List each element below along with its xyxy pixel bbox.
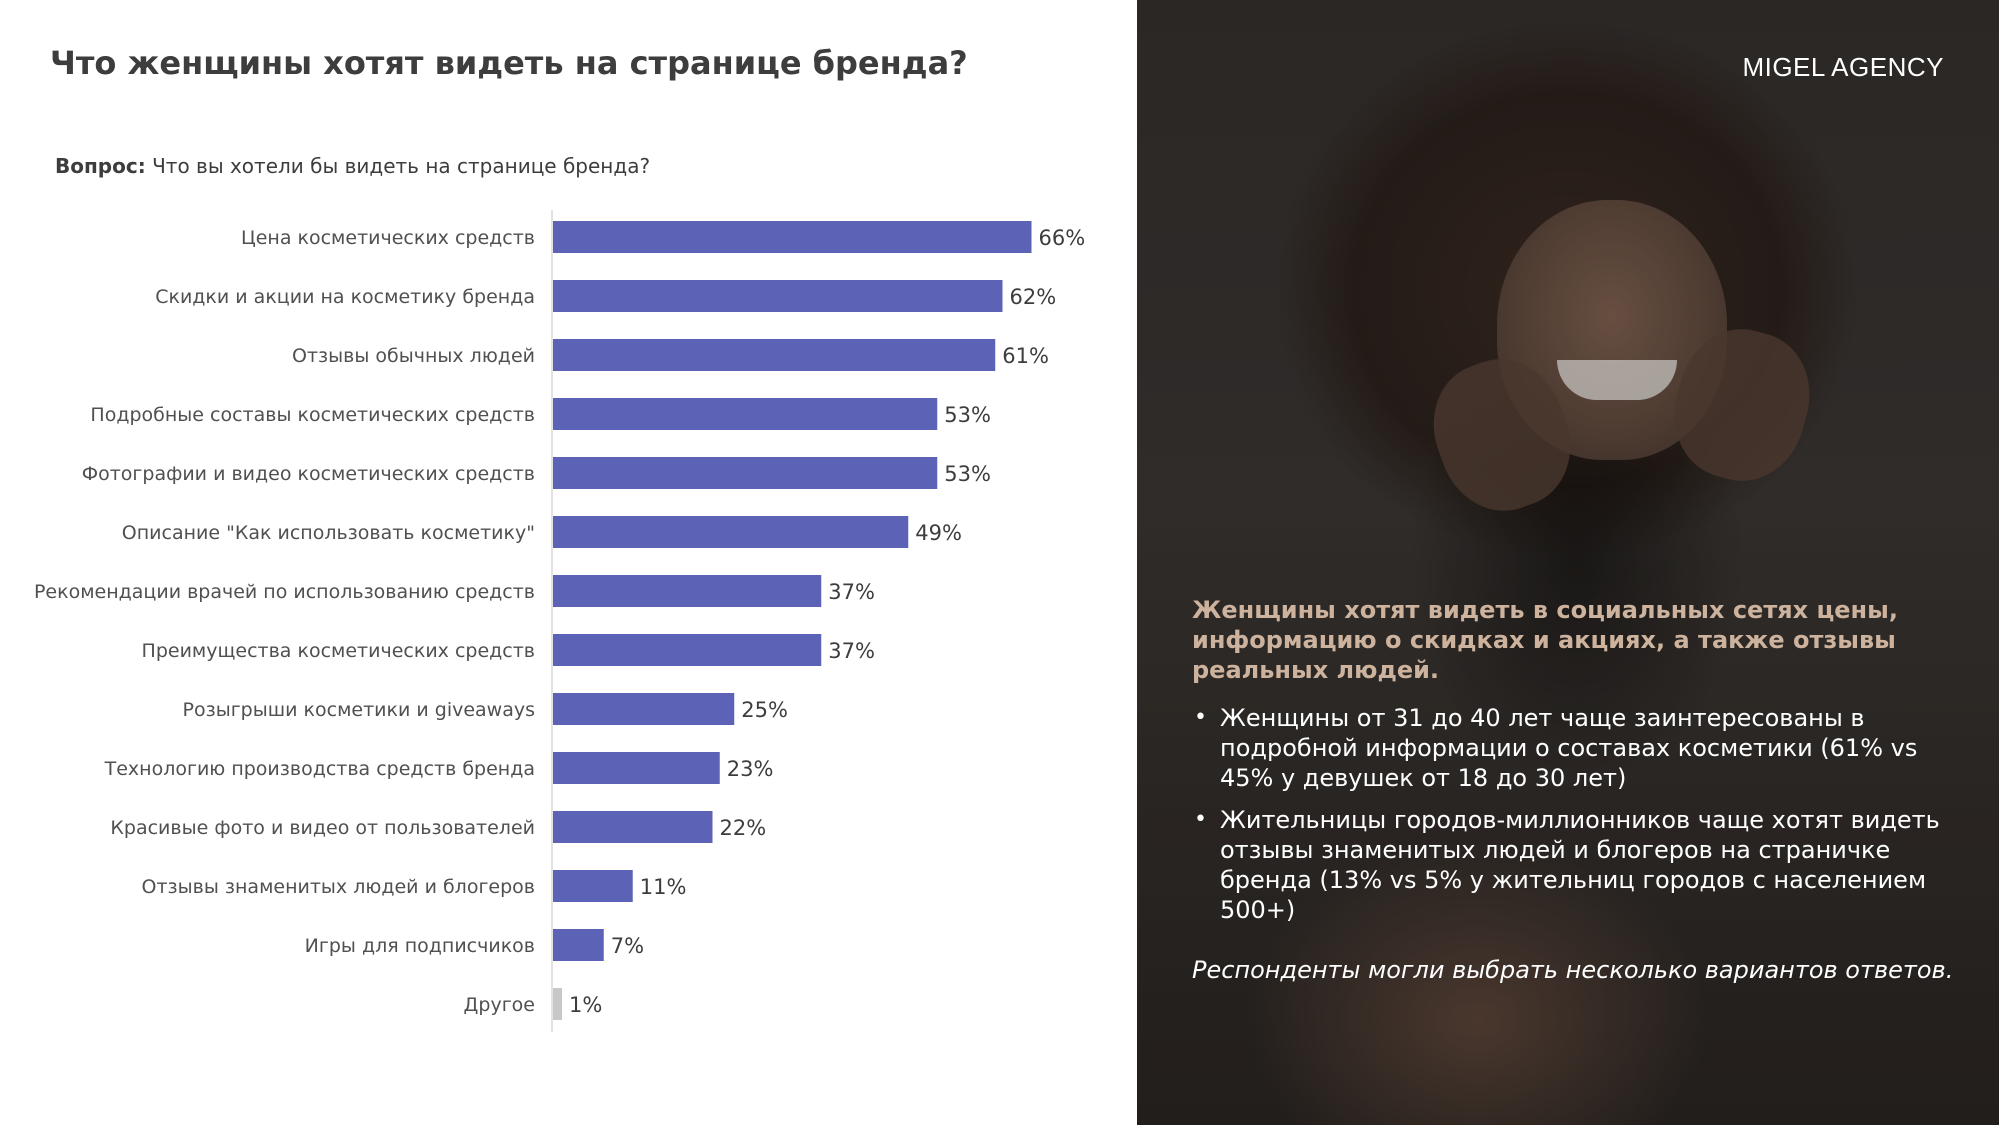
bar [553,575,822,607]
insight-item: • Жительницы городов-миллионников чаще х… [1192,805,1962,925]
insight-item: • Женщины от 31 до 40 лет чаще заинтерес… [1192,703,1962,793]
category-label: Игры для подписчиков [305,935,535,957]
insight-item-text: Женщины от 31 до 40 лет чаще заинтересов… [1220,704,1918,792]
bar [553,988,562,1020]
bar [553,693,735,725]
photo-panel: MIGEL AGENCY Женщины хотят видеть в соци… [1137,0,1999,1125]
data-label: 62% [1010,285,1057,309]
data-label: 11% [640,875,687,899]
photo-overlay [1137,0,1999,1125]
category-label: Описание "Как использовать косметику" [122,522,535,544]
category-label: Рекомендации врачей по использованию сре… [34,581,535,603]
bar [553,339,996,371]
footnote: Респонденты могли выбрать несколько вари… [1192,956,1954,984]
insights-text: Женщины хотят видеть в социальных сетях … [1192,595,1962,1009]
question-text: Что вы хотели бы видеть на странице брен… [152,154,651,178]
category-label: Подробные составы косметических средств [90,404,535,426]
bar [553,870,633,902]
bar [553,516,909,548]
bar [553,221,1032,253]
bullet-icon: • [1194,705,1207,730]
bar [553,457,938,489]
data-label: 53% [944,462,991,486]
photo-smile [1557,360,1677,400]
data-label: 61% [1002,344,1049,368]
data-label: 37% [828,639,875,663]
category-label: Отзывы знаменитых людей и блогеров [142,876,535,898]
insight-list: • Женщины от 31 до 40 лет чаще заинтерес… [1192,703,1962,925]
data-label: 53% [944,403,991,427]
data-label: 37% [828,580,875,604]
category-label: Фотографии и видео косметических средств [82,463,535,485]
category-label: Отзывы обычных людей [292,345,535,367]
data-label: 1% [569,993,602,1017]
category-label: Другое [464,994,535,1016]
category-label: Скидки и акции на косметику бренда [155,286,535,308]
category-label: Преимущества косметических средств [142,640,535,662]
insight-item-text: Жительницы городов-миллионников чаще хот… [1220,806,1940,924]
survey-question: Вопрос: Что вы хотели бы видеть на стран… [55,154,650,178]
bar [553,634,822,666]
data-label: 25% [741,698,788,722]
insight-headline: Женщины хотят видеть в социальных сетях … [1192,596,1898,684]
category-label: Красивые фото и видео от пользователей [110,817,535,839]
category-label: Цена косметических средств [241,227,535,249]
data-label: 22% [720,816,767,840]
page-title: Что женщины хотят видеть на странице бре… [50,44,968,82]
data-label: 7% [611,934,644,958]
bullet-icon: • [1194,807,1207,832]
category-label: Технологию производства средств бренда [104,758,535,780]
question-label: Вопрос: [55,154,146,178]
data-label: 66% [1039,226,1086,250]
category-label: Розыгрыши косметики и giveaways [183,699,535,721]
bar-chart: Цена косметических средств 66% Скидки и ак… [34,210,1086,1032]
data-label: 23% [727,757,774,781]
bar [553,929,604,961]
bar [553,280,1003,312]
bar [553,398,938,430]
bar [553,752,720,784]
bar [553,811,713,843]
data-label: 49% [915,521,962,545]
brand-logo: MIGEL AGENCY [1742,52,1944,82]
